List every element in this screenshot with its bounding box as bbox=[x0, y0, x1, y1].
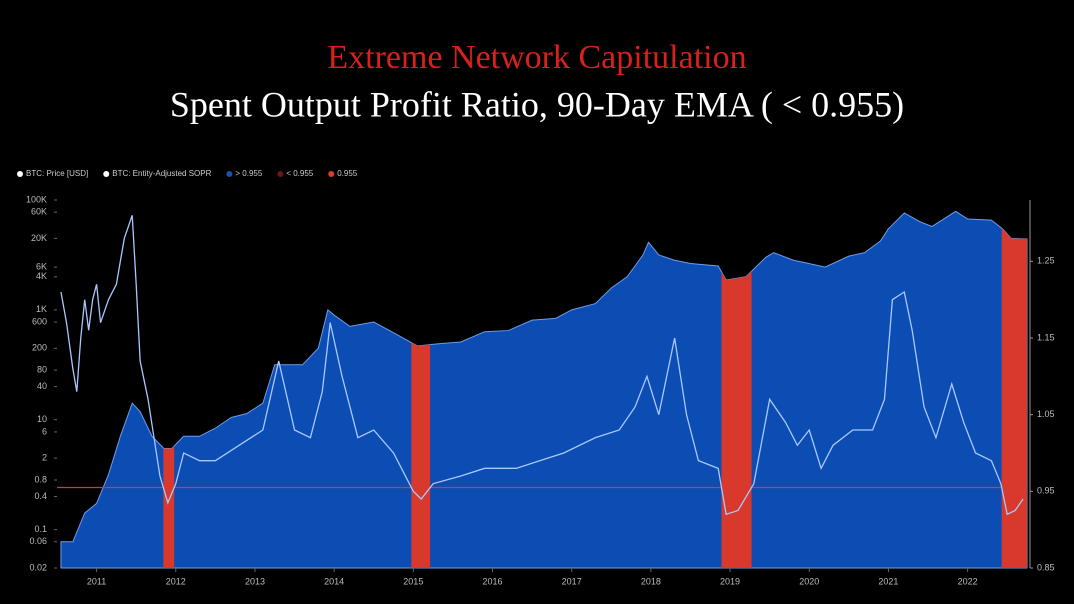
x-tick-label: 2016 bbox=[482, 576, 502, 586]
y-tick-label: 2 bbox=[42, 453, 47, 463]
y-tick-label: 20K bbox=[31, 233, 47, 243]
y2-tick-label: 1.15 bbox=[1037, 332, 1055, 342]
y2-tick-label: 1.25 bbox=[1037, 256, 1055, 266]
chart-title: Extreme Network Capitulation bbox=[327, 39, 746, 76]
y-tick-label: 10 bbox=[37, 414, 47, 424]
x-tick-label: 2013 bbox=[245, 576, 265, 586]
y-tick-label: 0.06 bbox=[29, 536, 47, 546]
x-tick-label: 2018 bbox=[641, 576, 661, 586]
capitulation-band bbox=[1001, 211, 1027, 568]
y2-tick-label: 0.85 bbox=[1037, 562, 1055, 572]
legend-marker bbox=[17, 171, 23, 177]
x-tick-label: 2015 bbox=[403, 576, 423, 586]
legend-marker bbox=[103, 171, 110, 177]
x-tick-label: 2012 bbox=[166, 576, 186, 586]
y-tick-label: 4K bbox=[36, 271, 47, 281]
legend-marker bbox=[277, 171, 284, 177]
y-tick-label: 0.4 bbox=[34, 491, 47, 501]
y-tick-label: 0.02 bbox=[29, 562, 47, 572]
x-tick-label: 2019 bbox=[720, 576, 740, 586]
x-tick-label: 2011 bbox=[87, 576, 106, 586]
legend-label: 0.955 bbox=[337, 169, 358, 178]
legend-marker bbox=[226, 171, 233, 177]
legend-marker bbox=[328, 171, 335, 177]
y-tick-label: 100K bbox=[26, 194, 47, 204]
legend-label: > 0.955 bbox=[235, 169, 262, 178]
y-tick-label: 600 bbox=[32, 316, 47, 326]
x-tick-label: 2017 bbox=[562, 576, 582, 586]
y-tick-label: 0.1 bbox=[34, 524, 47, 534]
y-tick-label: 6K bbox=[36, 261, 47, 271]
y-tick-label: 6 bbox=[42, 426, 47, 436]
x-tick-label: 2022 bbox=[958, 576, 978, 586]
chart-subtitle: Spent Output Profit Ratio, 90-Day EMA ( … bbox=[170, 84, 904, 124]
x-tick-label: 2021 bbox=[878, 576, 898, 586]
y-tick-label: 80 bbox=[37, 365, 47, 375]
legend-label: BTC: Entity-Adjusted SOPR bbox=[112, 169, 211, 178]
legend-label: BTC: Price [USD] bbox=[26, 169, 88, 178]
y-tick-label: 200 bbox=[32, 343, 47, 353]
y2-tick-label: 0.95 bbox=[1037, 486, 1055, 496]
legend-label: < 0.955 bbox=[286, 169, 313, 178]
x-tick-label: 2020 bbox=[799, 576, 819, 586]
y-tick-label: 60K bbox=[31, 207, 47, 217]
y-tick-label: 40 bbox=[37, 381, 47, 391]
y2-tick-label: 1.05 bbox=[1037, 409, 1055, 419]
y-tick-label: 0.8 bbox=[34, 474, 47, 484]
y-tick-label: 1K bbox=[36, 304, 47, 314]
x-tick-label: 2014 bbox=[324, 576, 344, 586]
sopr-line bbox=[60, 215, 1024, 516]
